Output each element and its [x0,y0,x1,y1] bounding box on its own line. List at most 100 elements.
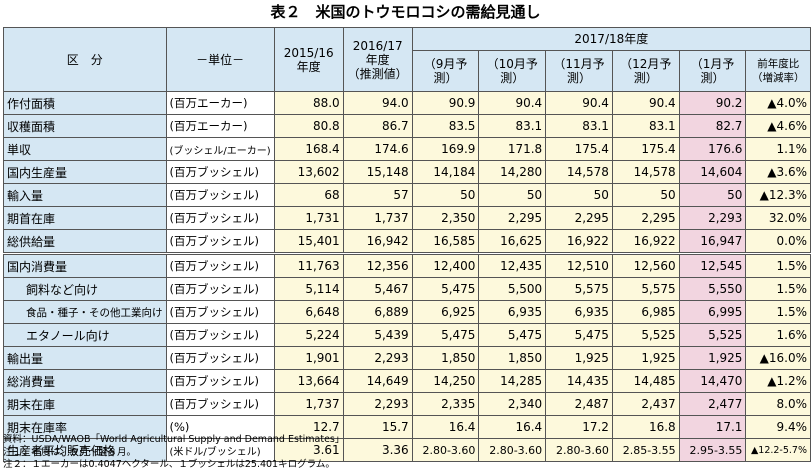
cell-value: 5,224 [273,323,344,347]
cell-value: ▲12.3% [745,183,811,207]
row-unit: (百万ブッシェル) [165,252,275,278]
row-unit: (百万ブッシェル) [165,369,275,393]
cell-value: 5,475 [411,277,480,301]
cell-value: 1,737 [273,392,344,416]
cell-value: 2.80-3.60 [478,438,547,462]
row-item-label: 食品・種子・その他工業向け [3,300,167,324]
cell-value: 1,850 [411,346,480,370]
row-item-label: エタノール向け [3,323,167,347]
cell-value: 12,510 [545,252,613,278]
row-unit: (百万エーカー) [165,114,275,138]
table-row: 総消費量 (百万ブッシェル) 13,664 14,649 14,250 14,285 14,… [3,369,811,393]
cell-value: 32.0% [745,206,811,230]
row-item-label: 国内生産量 [3,160,167,184]
cell-value: ▲16.0% [745,346,811,370]
cell-value: 2.95-3.55 [678,438,747,462]
cell-value: 83.1 [611,114,680,138]
cell-value: 16.8 [611,415,680,439]
table-row: エタノール向け (百万ブッシェル) 5,224 5,439 5,475 5,475 5,47… [3,323,811,347]
cell-value: 50 [678,183,747,207]
cell-value: 1,850 [478,346,547,370]
table-row: 輸出量 (百万ブッシェル) 1,901 2,293 1,850 1,850 1,925 1,9… [3,346,811,370]
cell-value: 2,477 [678,392,747,416]
table-row: 総供給量 (百万ブッシェル) 15,401 16,942 16,585 16,625 16,… [3,229,811,254]
cell-value: 1,925 [545,346,613,370]
cell-value: 2,437 [611,392,680,416]
cell-value: 5,500 [478,277,547,301]
cell-value: 1,731 [273,206,344,230]
row-item-label: 生産者平均販売価格 [3,438,167,462]
cell-value: 2.85-3.55 [611,438,680,462]
subheader-4: （1月予測） [678,50,747,92]
note-2: 注２：１エーカーは0.4047ヘクタール、１ブッシェルは25.401キログラム。 [3,459,335,470]
cell-value: 90.4 [611,91,680,115]
row-item-label: 輸出量 [3,346,167,370]
cell-value: 80.8 [273,114,344,138]
cell-value: ▲12.2-5.7% [745,438,811,462]
cell-value: 6,648 [273,300,344,324]
cell-value: 2,293 [342,392,413,416]
cell-value: 1.5% [745,277,811,301]
cell-value: 16,947 [678,229,747,254]
header-category: 区 分 [3,27,167,92]
row-unit: (百万ブッシェル) [165,229,275,254]
cell-value: 2,293 [678,206,747,230]
cell-value: 50 [478,183,547,207]
cell-value: 12,400 [411,252,480,278]
table-row: 収穫面積 (百万エーカー) 80.8 86.7 83.5 83.1 83.1 83.1 82.7… [3,114,811,138]
header-unit: －単位－ [165,27,275,92]
row-item-label: 作付面積 [3,91,167,115]
cell-value: 16,922 [545,229,613,254]
row-unit: (百万ブッシェル) [165,277,275,301]
cell-value: 12,356 [342,252,413,278]
row-unit: (百万ブッシェル) [165,300,275,324]
cell-value: 16,625 [478,229,547,254]
cell-value: 15.7 [342,415,413,439]
cell-value: 14,578 [545,160,613,184]
table-row: 国内消費量 (百万ブッシェル) 11,763 12,356 12,400 12,435 12… [3,252,811,278]
cell-value: 6,925 [411,300,480,324]
table-row: 生産者平均販売価格 (米ドル/ブッシェル) 3.61 3.36 2.80-3.60 2.8… [3,438,811,462]
cell-value: 83.1 [545,114,613,138]
row-unit: (百万ブッシェル) [165,323,275,347]
cell-value: 6,985 [611,300,680,324]
cell-value: 16.4 [478,415,547,439]
cell-value: ▲4.6% [745,114,811,138]
table-row: 輸入量 (百万ブッシェル) 68 57 50 50 50 50 50 ▲12.3% [3,183,811,207]
note-source: 資料：USDA/WAOB「World Agricultural Supply a… [3,434,345,445]
cell-value: 1.5% [745,300,811,324]
subheader-0: （9月予測） [411,50,480,92]
cell-value: 14,470 [678,369,747,393]
cell-value: 176.6 [678,137,747,161]
note-1: 注１：年度は、９月～翌８月。 [3,446,137,458]
cell-value: 2,293 [342,346,413,370]
cell-value: 12,545 [678,252,747,278]
row-item-label: 期首在庫 [3,206,167,230]
cell-value: 14,285 [478,369,547,393]
subheader-2: （11月予測） [545,50,613,92]
cell-value: 88.0 [273,91,344,115]
cell-value: 1,737 [342,206,413,230]
cell-value: 86.7 [342,114,413,138]
cell-value: 17.1 [678,415,747,439]
subheader-1: （10月予測） [478,50,547,92]
cell-value: 169.9 [411,137,480,161]
cell-value: 168.4 [273,137,344,161]
cell-value: 2,340 [478,392,547,416]
row-item-label: 輸入量 [3,183,167,207]
cell-value: 175.4 [545,137,613,161]
cell-value: 16.4 [411,415,480,439]
cell-value: 83.5 [411,114,480,138]
row-unit: (百万エーカー) [165,91,275,115]
table-row: 食品・種子・その他工業向け (百万ブッシェル) 6,648 6,889 6,925 6,9… [3,300,811,324]
cell-value: 2,295 [478,206,547,230]
cell-value: 14,435 [545,369,613,393]
cell-value: 16,922 [611,229,680,254]
cell-value: 12,435 [478,252,547,278]
row-item-label: 単収 [3,137,167,161]
cell-value: 94.0 [342,91,413,115]
cell-value: 3.61 [273,438,344,462]
cell-value: 82.7 [678,114,747,138]
row-item-label: 収穫面積 [3,114,167,138]
cell-value: 90.4 [478,91,547,115]
